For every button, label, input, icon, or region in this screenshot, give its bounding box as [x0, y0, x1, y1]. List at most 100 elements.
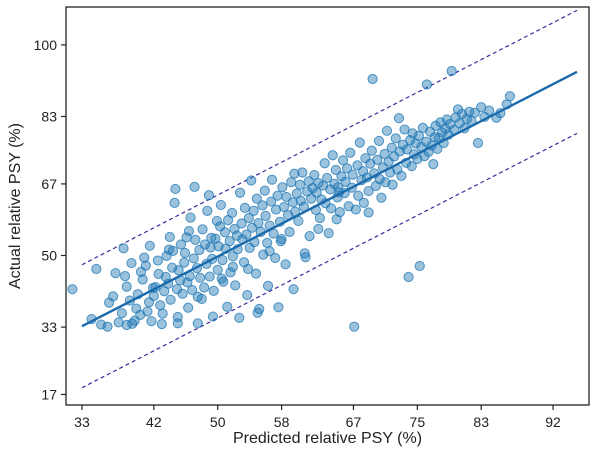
data-point [262, 237, 273, 248]
data-point [280, 259, 291, 270]
data-point [313, 223, 324, 235]
data-point [190, 234, 201, 246]
data-point [309, 169, 320, 181]
data-point [202, 205, 213, 216]
data-point [429, 132, 440, 143]
data-point [253, 217, 264, 229]
data-point [295, 195, 306, 206]
data-point [325, 203, 337, 214]
data-point [156, 319, 167, 330]
data-point [246, 175, 257, 186]
data-point [390, 133, 401, 144]
data-point [170, 183, 181, 195]
data-point [96, 319, 107, 330]
data-point [139, 252, 150, 263]
data-point [278, 201, 290, 213]
data-point [387, 179, 398, 190]
data-point [406, 161, 417, 172]
data-point [135, 266, 147, 278]
data-point [173, 265, 184, 276]
data-point [179, 257, 190, 268]
data-point [313, 177, 324, 189]
data-point [287, 197, 298, 208]
data-point [121, 281, 132, 292]
data-point [288, 284, 299, 295]
data-point [366, 145, 377, 156]
data-point [363, 207, 374, 218]
data-point [413, 130, 425, 141]
regression-line [81, 70, 578, 328]
data-point [116, 308, 127, 319]
y-tick-label: 17 [41, 386, 57, 402]
data-point [110, 268, 121, 279]
data-point [407, 128, 418, 139]
data-point [446, 65, 457, 77]
data-point [182, 277, 193, 288]
data-point [215, 199, 227, 211]
data-point [137, 274, 148, 285]
data-point [373, 135, 385, 147]
data-point [248, 205, 259, 216]
data-point [266, 196, 277, 207]
data-point [294, 179, 306, 190]
data-point [241, 229, 252, 240]
data-point [195, 272, 206, 283]
data-point [304, 231, 315, 242]
data-point [336, 171, 347, 182]
data-point [349, 321, 360, 332]
data-point [273, 302, 284, 313]
data-point [333, 182, 344, 193]
data-point [102, 321, 113, 332]
data-point [192, 291, 203, 302]
data-point [252, 307, 263, 318]
data-point [167, 262, 178, 273]
data-point [222, 301, 233, 312]
fit-line-layer [81, 70, 578, 328]
data-point [219, 227, 230, 238]
data-point [165, 294, 176, 305]
data-point [389, 151, 400, 162]
data-point [177, 288, 188, 299]
x-tick-label: 67 [346, 414, 362, 430]
data-point [319, 158, 330, 169]
data-point [383, 156, 394, 167]
data-point [270, 252, 281, 264]
lower-bound-line [81, 132, 578, 389]
y-axis: 17 33 50 67 83 100 [34, 37, 66, 402]
y-tick-label: 100 [34, 37, 58, 53]
data-point [327, 150, 338, 161]
data-point [262, 280, 274, 291]
data-point [472, 137, 484, 149]
data-point [169, 197, 180, 208]
data-point [172, 318, 183, 329]
data-point [152, 255, 163, 266]
data-point [155, 300, 166, 311]
data-point [197, 224, 208, 235]
data-point [187, 284, 198, 296]
y-tick-label: 33 [41, 319, 57, 335]
data-point [217, 255, 228, 266]
data-point [376, 192, 387, 203]
x-tick-label: 75 [410, 414, 426, 430]
data-point [381, 125, 393, 136]
data-point [275, 236, 286, 247]
data-point [264, 246, 275, 257]
data-point [227, 261, 238, 272]
data-point [226, 207, 238, 219]
x-tick-label: 83 [473, 414, 489, 430]
data-point [257, 200, 268, 211]
data-point [225, 267, 236, 278]
data-point [289, 168, 300, 179]
data-point [421, 79, 433, 90]
data-point [393, 113, 405, 124]
x-tick-label: 33 [74, 414, 90, 430]
x-axis-title: Predicted relative PSY (%) [233, 430, 422, 447]
data-point [207, 311, 219, 322]
prediction-bounds [81, 9, 578, 389]
data-point [118, 243, 129, 254]
data-point [67, 284, 78, 295]
data-point [231, 230, 242, 241]
data-point [300, 252, 311, 263]
data-point [179, 247, 191, 259]
data-point [250, 268, 262, 279]
